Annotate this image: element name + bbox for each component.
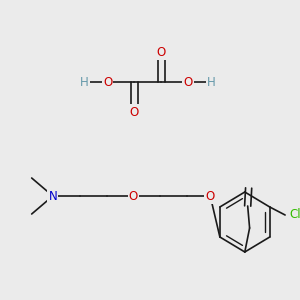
- Text: O: O: [129, 190, 138, 202]
- Text: O: O: [206, 190, 215, 202]
- Text: H: H: [80, 76, 89, 88]
- Text: O: O: [184, 76, 193, 88]
- Text: O: O: [130, 106, 139, 118]
- Text: N: N: [48, 190, 57, 202]
- Text: O: O: [157, 46, 166, 59]
- Text: O: O: [103, 76, 112, 88]
- Text: Cl: Cl: [290, 208, 300, 221]
- Text: H: H: [207, 76, 216, 88]
